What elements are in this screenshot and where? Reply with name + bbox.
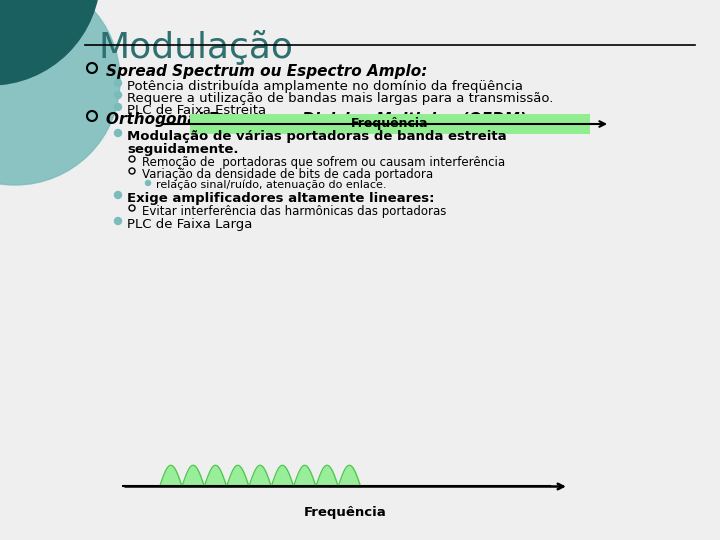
Text: Requere a utilização de bandas mais largas para a transmissão.: Requere a utilização de bandas mais larg… xyxy=(127,92,554,105)
Text: Remoção de  portadoras que sofrem ou causam interferência: Remoção de portadoras que sofrem ou caus… xyxy=(142,156,505,169)
Bar xyxy=(190,114,590,134)
Text: PLC de Faixa Estreita: PLC de Faixa Estreita xyxy=(127,104,266,117)
Text: Evitar interferência das harmônicas das portadoras: Evitar interferência das harmônicas das … xyxy=(142,205,446,218)
Circle shape xyxy=(114,79,122,86)
Circle shape xyxy=(0,0,100,85)
Text: seguidamente.: seguidamente. xyxy=(127,143,238,156)
Text: Variação da densidade de bits de cada portadora: Variação da densidade de bits de cada po… xyxy=(142,168,433,181)
Circle shape xyxy=(114,91,122,98)
Text: Modulação: Modulação xyxy=(98,30,293,65)
Text: Frequência: Frequência xyxy=(351,117,428,130)
Text: PLC de Faixa Larga: PLC de Faixa Larga xyxy=(127,218,253,231)
Circle shape xyxy=(114,130,122,137)
Text: Modulação de várias portadoras de banda estreita: Modulação de várias portadoras de banda … xyxy=(127,130,507,143)
Circle shape xyxy=(114,218,122,225)
Text: Frequência: Frequência xyxy=(305,505,387,518)
Text: Exige amplificadores altamente lineares:: Exige amplificadores altamente lineares: xyxy=(127,192,434,205)
Text: Spread Spectrum ou Espectro Amplo:: Spread Spectrum ou Espectro Amplo: xyxy=(106,64,428,79)
Circle shape xyxy=(0,0,120,185)
Text: Orthogonal Frequency Division Multiplex (OFDM):: Orthogonal Frequency Division Multiplex … xyxy=(106,112,533,127)
Text: relação sinal/ruído, atenuação do enlace.: relação sinal/ruído, atenuação do enlace… xyxy=(156,180,387,191)
Text: Potência distribuída amplamente no domínio da freqüência: Potência distribuída amplamente no domín… xyxy=(127,80,523,93)
Circle shape xyxy=(145,180,150,186)
Circle shape xyxy=(114,104,122,111)
Circle shape xyxy=(114,192,122,199)
